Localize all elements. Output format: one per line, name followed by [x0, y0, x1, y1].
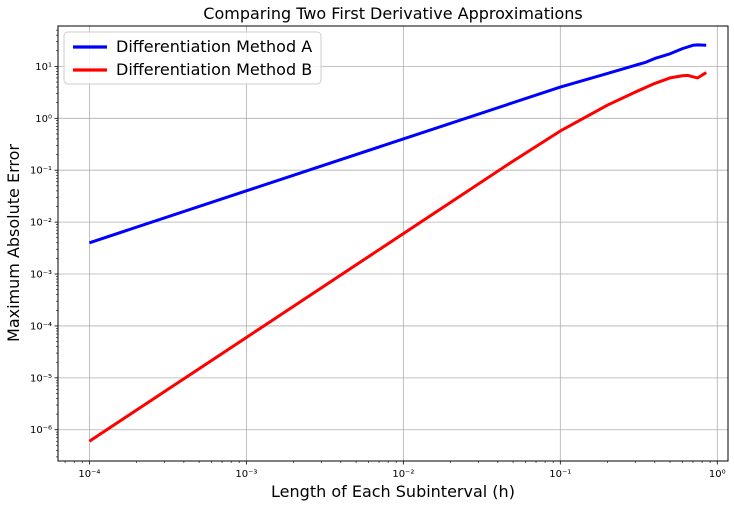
y-tick-label-5: 10⁻¹	[30, 166, 52, 177]
legend: Differentiation Method A Differentiation…	[63, 31, 322, 85]
y-axis-label: Maximum Absolute Error	[4, 144, 23, 342]
grid	[58, 26, 728, 461]
plot-area-frame	[57, 25, 729, 462]
x-tick-label-0: 10⁻⁴	[78, 469, 100, 480]
y-tick-label-7: 10¹	[35, 62, 52, 73]
y-tick-label-6: 10⁰	[35, 114, 52, 125]
y-tick-label-0: 10⁻⁶	[30, 425, 52, 436]
x-tick-label-1: 10⁻³	[235, 469, 257, 480]
x-tick-label-2: 10⁻²	[392, 469, 414, 480]
legend-label-method-a: Differentiation Method A	[116, 37, 312, 56]
y-tick-label-1: 10⁻⁵	[30, 373, 52, 384]
x-tick-label-4: 10⁰	[709, 469, 726, 480]
legend-label-method-b: Differentiation Method B	[116, 60, 312, 79]
y-tick-label-3: 10⁻³	[30, 270, 52, 281]
y-tick-label-4: 10⁻²	[30, 218, 52, 229]
legend-box	[63, 31, 322, 85]
ticks: 10⁻⁴ 10⁻³ 10⁻² 10⁻¹ 10⁰ 10⁻⁶ 10⁻⁵ 10⁻⁴ 10⁻³ 10⁻² 1…	[30, 29, 726, 480]
x-tick-label-3: 10⁻¹	[549, 469, 571, 480]
series-line-differentiation-method-b	[88, 71, 707, 443]
series-line-differentiation-method-a	[88, 43, 707, 245]
y-tick-label-2: 10⁻⁴	[30, 321, 52, 332]
series-lines	[88, 43, 707, 443]
chart-title: Comparing Two First Derivative Approxima…	[203, 4, 582, 23]
x-axis-label: Length of Each Subinterval (h)	[271, 482, 515, 501]
